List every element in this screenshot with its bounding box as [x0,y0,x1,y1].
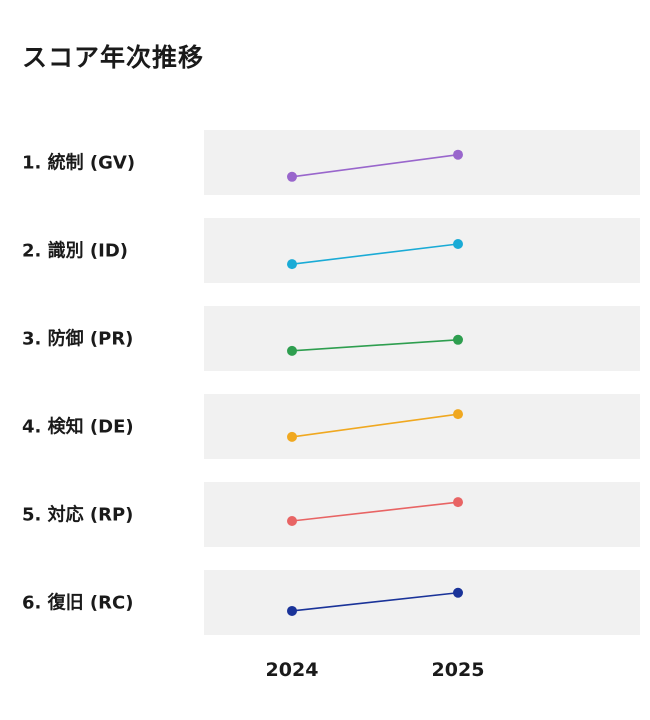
data-point [453,497,463,508]
data-point [453,334,463,345]
data-point [453,409,463,420]
series-label: 6. 復旧 (RC) [22,592,133,614]
data-point [287,259,297,270]
data-point [287,345,297,356]
data-point [287,605,297,616]
series-label: 4. 検知 (DE) [22,416,134,438]
data-point [287,516,297,526]
series-label: 3. 防御 (PR) [22,328,133,350]
series-label: 1. 統制 (GV) [22,152,135,174]
series-label: 5. 対応 (RP) [22,504,133,526]
data-point [453,239,463,249]
panel-background [204,570,640,635]
panel-background [204,482,640,547]
data-point [453,587,463,598]
data-point [287,431,297,442]
series-line [291,153,459,178]
series-line [291,591,459,612]
x-tick-label: 2025 [432,659,485,681]
panel-background [204,394,640,459]
panel-background [204,306,640,371]
chart-title: スコア年次推移 [22,43,205,72]
data-point [287,171,297,182]
series-line [291,339,459,352]
series-line [291,413,459,438]
series-line [291,243,459,265]
series-line [291,501,459,522]
panel-background [204,218,640,283]
series-label: 2. 識別 (ID) [22,240,128,262]
data-point [453,149,463,160]
x-tick-label: 2024 [266,659,319,681]
panel-background [204,130,640,195]
